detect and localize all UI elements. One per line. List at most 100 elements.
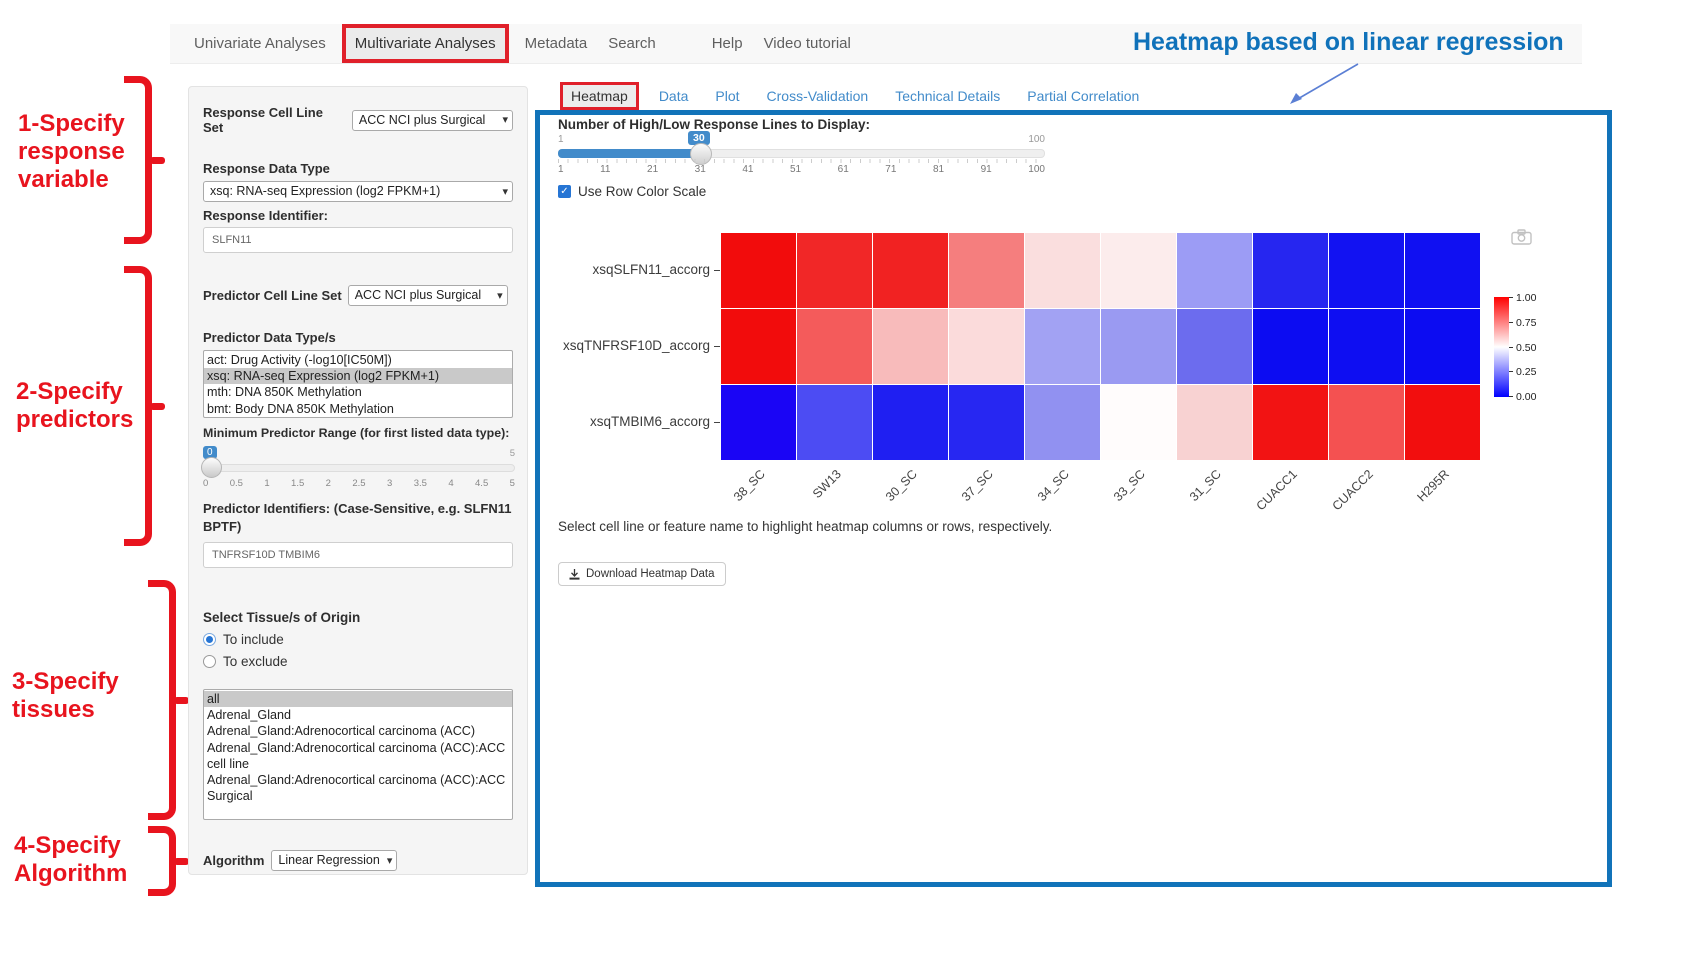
heatmap-cell[interactable]	[797, 233, 872, 308]
slider-handle[interactable]	[201, 457, 222, 478]
heatmap-cell[interactable]	[1253, 309, 1328, 384]
slider-min-label: 1	[558, 134, 564, 145]
heatmap-cell[interactable]	[1025, 309, 1100, 384]
heatmap-cell[interactable]	[797, 385, 872, 460]
camera-icon[interactable]	[1511, 229, 1532, 245]
listbox-option[interactable]: bmt: Body DNA 850K Methylation	[207, 401, 394, 416]
listbox-option[interactable]: Adrenal_Gland:Adrenocortical carcinoma (…	[207, 724, 476, 739]
tick-label: 5	[509, 478, 515, 489]
colorbar-tick-label: 1.00	[1516, 292, 1537, 304]
slider-track[interactable]	[203, 464, 515, 472]
heatmap-cell[interactable]	[1025, 233, 1100, 308]
tissue-listbox[interactable]: all Adrenal_Gland Adrenal_Gland:Adrenocort…	[203, 689, 513, 820]
analysis-settings-panel: Response Cell Line Set ACC NCI plus Surg…	[188, 86, 528, 875]
heatmap-cell[interactable]	[1177, 309, 1252, 384]
algorithm-select[interactable]: Linear Regression ▾	[271, 850, 398, 871]
heatmap-cell[interactable]	[1329, 385, 1404, 460]
response-cell-line-set-label: Response Cell Line Set	[203, 105, 323, 135]
heatmap-cell[interactable]	[873, 233, 948, 308]
heatmap-row-label[interactable]: xsqTMBIM6_accorg	[589, 414, 710, 429]
heatmap-cell[interactable]	[721, 309, 796, 384]
tick-label: 61	[837, 164, 849, 175]
heatmap-cell[interactable]	[721, 233, 796, 308]
nav-item-univariate-analyses[interactable]: Univariate Analyses	[194, 35, 326, 52]
slider-max-label: 5	[509, 448, 515, 459]
response-identifier-input[interactable]	[203, 227, 513, 253]
heatmap-cell[interactable]	[949, 233, 1024, 308]
heatmap-cell[interactable]	[1101, 309, 1176, 384]
nav-item-video-tutorial[interactable]: Video tutorial	[763, 35, 851, 52]
heatmap-cell[interactable]	[797, 309, 872, 384]
listbox-option[interactable]: mth: DNA 850K Methylation	[207, 385, 362, 400]
colorbar-tick-label: 0.50	[1516, 341, 1537, 354]
heatmap-cell[interactable]	[1253, 233, 1328, 308]
tick-label: 91	[980, 164, 992, 175]
heatmap-cell[interactable]	[1329, 309, 1404, 384]
heatmap-cell[interactable]	[1177, 233, 1252, 308]
tick-label: 4.5	[475, 478, 489, 489]
predictor-cell-line-set-select[interactable]: ACC NCI plus Surgical ▾	[347, 285, 508, 306]
annotation-arrow-icon	[1290, 63, 1359, 104]
checkbox-check-icon[interactable]: ✓	[558, 185, 571, 198]
tick-label: 2	[325, 478, 331, 489]
listbox-option[interactable]: xsq: RNA-seq Expression (log2 FPKM+1)	[204, 368, 512, 385]
predictor-identifiers-input[interactable]	[203, 542, 513, 568]
radio-to-exclude[interactable]: To exclude	[203, 654, 513, 669]
heatmap-colorbar	[1494, 297, 1509, 397]
heatmap-cell[interactable]	[1405, 233, 1480, 308]
response-identifier-label: Response Identifier:	[203, 208, 328, 223]
heatmap-row-label[interactable]: xsqTNFRSF10D_accorg	[562, 338, 710, 353]
nav-item-help[interactable]: Help	[711, 35, 743, 52]
heatmap-cell[interactable]	[949, 385, 1024, 460]
chevron-down-icon: ▾	[497, 289, 503, 302]
min-predictor-range-slider[interactable]: 0 5 0 0.5 1 1.5 2 2.5 3 3.5 4 4.5 5	[201, 446, 515, 494]
heatmap-cell[interactable]	[1329, 233, 1404, 308]
predictor-data-types-label: Predictor Data Type/s	[203, 330, 336, 345]
heatmap-cell[interactable]	[1101, 385, 1176, 460]
response-cell-line-set-select[interactable]: ACC NCI plus Surgical ▾	[351, 109, 513, 131]
heatmap-row-label[interactable]: xsqSLFN11_accorg	[592, 262, 710, 277]
heatmap-cell[interactable]	[1101, 233, 1176, 308]
response-data-type-label: Response Data Type	[203, 161, 330, 176]
colorbar-tick	[1509, 297, 1513, 298]
listbox-option[interactable]: all	[204, 691, 512, 708]
tab-plot[interactable]: Plot	[715, 88, 740, 104]
select-tissues-label: Select Tissue/s of Origin	[203, 610, 361, 625]
lines-slider[interactable]: 1 100 30 1 11 21 31 41 51 61 71 81 91 100	[558, 131, 1045, 180]
listbox-option[interactable]: act: Drug Activity (-log10[IC50M])	[207, 353, 392, 367]
predictor-cell-line-set-label: Predictor Cell Line Set	[203, 288, 342, 303]
download-heatmap-data-button[interactable]: Download Heatmap Data	[558, 562, 726, 586]
tab-heatmap[interactable]: Heatmap	[560, 82, 639, 110]
tab-partial-correlation[interactable]: Partial Correlation	[1027, 88, 1140, 104]
tab-technical-details[interactable]: Technical Details	[895, 88, 1001, 104]
tick-label: 0.5	[229, 478, 243, 489]
response-data-type-select[interactable]: xsq: RNA-seq Expression (log2 FPKM+1) ▾	[203, 181, 513, 202]
use-row-color-scale-checkbox[interactable]: ✓ Use Row Color Scale	[558, 184, 706, 199]
nav-item-search[interactable]: Search	[608, 35, 656, 52]
heatmap-cell[interactable]	[873, 309, 948, 384]
heatmap-hint-text: Select cell line or feature name to high…	[558, 519, 1053, 534]
heatmap-cell[interactable]	[1405, 385, 1480, 460]
predictor-data-types-listbox[interactable]: act: Drug Activity (-log10[IC50M]) xsq: R…	[203, 350, 513, 418]
heatmap-cell[interactable]	[873, 385, 948, 460]
tick-label: 71	[885, 164, 897, 175]
nav-item-multivariate-analyses[interactable]: Multivariate Analyses	[341, 24, 509, 63]
download-icon	[569, 568, 580, 580]
heatmap-cell[interactable]	[1025, 385, 1100, 460]
annotation-step-2: 2-Specify predictors	[16, 378, 134, 433]
listbox-option[interactable]: Adrenal_Gland	[207, 708, 292, 723]
slider-value-badge: 30	[688, 131, 710, 145]
tab-cross-validation[interactable]: Cross-Validation	[766, 88, 869, 104]
colorbar-tick	[1509, 321, 1513, 323]
heatmap-cell[interactable]	[1405, 309, 1480, 384]
nav-item-metadata[interactable]: Metadata	[524, 35, 588, 52]
heatmap-cell[interactable]	[1177, 385, 1252, 460]
tab-data[interactable]: Data	[658, 88, 689, 104]
listbox-option[interactable]: Adrenal_Gland:Adrenocortical carcinoma (…	[207, 773, 506, 804]
radio-to-include[interactable]: To include	[203, 632, 513, 647]
result-tabs: Heatmap Data Plot Cross-Validation Technical…	[560, 82, 1166, 110]
listbox-option[interactable]: Adrenal_Gland:Adrenocortical carcinoma (…	[207, 740, 506, 771]
heatmap-cell[interactable]	[949, 309, 1024, 384]
heatmap-cell[interactable]	[1253, 385, 1328, 460]
heatmap-cell[interactable]	[721, 385, 796, 460]
